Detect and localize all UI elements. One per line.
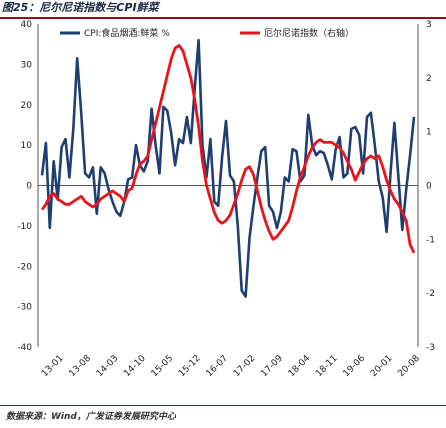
left-tick-label: -30	[17, 303, 32, 313]
x-tick-label: 15-05	[150, 354, 176, 380]
right-tick-label: -1	[426, 235, 435, 245]
right-tick-label: 2	[426, 74, 432, 84]
right-tick-label: 0	[426, 182, 432, 192]
legend-label-cpi: CPI:食品烟酒:鲜菜 %	[84, 27, 170, 39]
legend-label-el-nino: 厄尔尼诺指数（右轴）	[264, 27, 354, 39]
x-tick-label: 20-08	[396, 353, 422, 379]
right-tick-label: 3	[426, 20, 432, 30]
chart-legend: CPI:食品烟酒:鲜菜 % 厄尔尼诺指数（右轴）	[60, 27, 354, 39]
right-tick-label: -2	[426, 289, 435, 299]
left-tick-label: 20	[21, 101, 33, 111]
source-divider	[0, 405, 446, 406]
right-tick-label: 1	[426, 128, 432, 138]
left-tick-label: -40	[17, 343, 32, 353]
left-tick-label: 0	[26, 182, 32, 192]
x-tick-label: 16-07	[205, 354, 231, 380]
left-tick-label: 30	[21, 60, 33, 70]
figure-source: 数据来源：Wind，广发证券发展研究中心	[6, 412, 176, 422]
x-tick-label: 13-08	[67, 353, 93, 379]
x-tick-label: 13-01	[40, 354, 66, 380]
right-tick-label: -3	[426, 343, 435, 353]
title-divider	[0, 17, 446, 19]
figure-title: 图25：尼尔尼诺指数与CPI鲜菜	[2, 1, 159, 14]
x-tick-label: 19-06	[342, 353, 368, 379]
chart-axes	[37, 24, 419, 347]
x-tick-label: 15-12	[177, 354, 203, 380]
x-tick-label: 18-04	[287, 353, 313, 379]
left-axis-ticks: 40 30 20 10 0 -10 -20 -30 -40	[17, 20, 32, 353]
x-tick-label: 20-01	[369, 354, 395, 380]
x-tick-label: 17-09	[259, 353, 285, 379]
left-tick-label: 10	[21, 141, 33, 151]
x-tick-label: 17-02	[232, 354, 258, 380]
series-line-cpi-vegetables	[40, 38, 416, 298]
left-tick-label: 40	[21, 20, 33, 30]
x-tick-label: 18-11	[314, 354, 340, 380]
x-tick-label: 14-03	[95, 354, 121, 380]
chart-series	[40, 38, 416, 298]
right-axis-ticks: 3 2 1 0 -1 -2 -3	[426, 20, 435, 353]
x-axis-ticks: 13-01 13-08 14-03 14-10 15-05 15-12 16-07 17-02…	[40, 353, 422, 379]
left-tick-label: -10	[17, 222, 32, 232]
left-tick-label: -20	[17, 262, 32, 272]
x-tick-label: 14-10	[122, 353, 148, 379]
series-line-el-nino-index	[40, 44, 416, 254]
